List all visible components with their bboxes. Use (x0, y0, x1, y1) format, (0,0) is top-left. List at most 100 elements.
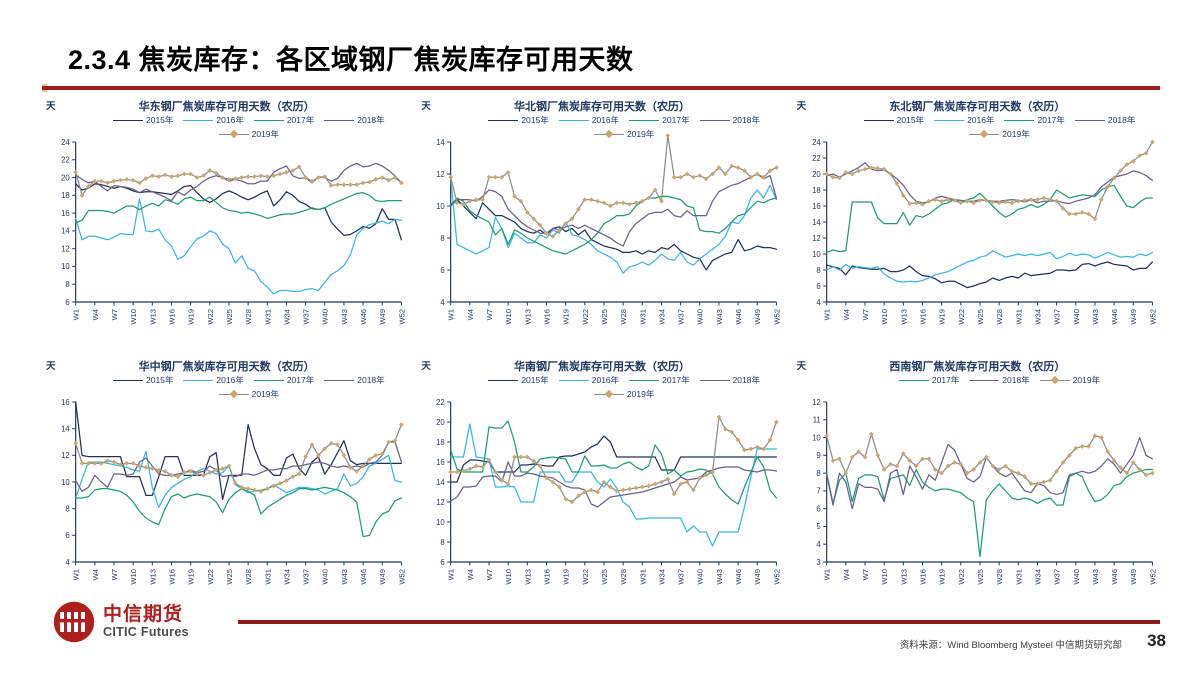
series-marker-2019 (309, 178, 315, 184)
y-tick-label: 8 (816, 469, 820, 478)
series-marker-2019 (697, 173, 703, 179)
legend-item-2019年[interactable]: 2019年 (1039, 374, 1100, 386)
y-tick-label: 10 (61, 262, 70, 271)
series-marker-2019 (672, 174, 677, 180)
legend-item-2018年[interactable]: 2018年 (969, 374, 1030, 386)
legend-item-2016年[interactable]: 2016年 (558, 114, 620, 126)
x-tick-label: W1 (72, 309, 81, 320)
series-marker-2019 (823, 433, 829, 439)
series-marker-2019 (201, 173, 206, 179)
series-marker-2019 (875, 452, 880, 458)
legend-item-2017年[interactable]: 2017年 (629, 374, 690, 386)
x-tick-label: W1 (822, 569, 831, 580)
x-tick-label: W28 (619, 309, 628, 325)
y-tick-label: 6 (441, 266, 445, 275)
x-tick-label: W52 (1148, 569, 1157, 585)
legend-item-2017年[interactable]: 2017年 (253, 374, 314, 386)
x-tick-label: W19 (187, 309, 196, 325)
x-tick-label: W10 (129, 569, 138, 585)
legend-item-2018年[interactable]: 2018年 (699, 114, 760, 126)
x-tick-label: W4 (466, 569, 475, 580)
x-tick-label: W34 (658, 309, 667, 325)
legend-item-2019年[interactable]: 2019年 (218, 128, 280, 140)
legend-item-2016年[interactable]: 2016年 (183, 114, 244, 126)
legend-item-2018年[interactable]: 2018年 (699, 374, 760, 386)
x-tick-label: W28 (244, 569, 253, 585)
chart-y-unit: 天 (421, 361, 431, 372)
x-tick-label: W25 (600, 569, 609, 585)
series-line-2017年 (75, 192, 403, 224)
series-marker-2019 (79, 192, 85, 198)
chart-y-unit: 天 (796, 361, 807, 372)
legend-swatch-icon (969, 376, 1000, 385)
chart-y-unit: 天 (46, 361, 56, 372)
y-tick-label: 12 (61, 244, 70, 253)
series-marker-2019 (646, 483, 652, 489)
y-tick-label: 9 (816, 451, 820, 460)
series-marker-2019 (569, 216, 575, 222)
series-marker-2019 (117, 462, 123, 468)
legend-item-2019年[interactable]: 2019年 (593, 128, 654, 140)
legend-swatch-icon (629, 116, 660, 125)
y-tick-label: 10 (436, 518, 445, 527)
legend-item-2015年[interactable]: 2015年 (863, 114, 924, 126)
y-tick-label: 14 (61, 424, 70, 433)
legend-item-2017年[interactable]: 2017年 (898, 374, 959, 386)
x-tick-label: W1 (72, 569, 81, 580)
series-marker-2019 (836, 456, 842, 462)
legend-item-2015年[interactable]: 2015年 (488, 374, 549, 386)
x-tick-label: W28 (244, 309, 253, 325)
legend-item-2019年[interactable]: 2019年 (593, 388, 654, 400)
x-tick-label: W31 (263, 309, 272, 325)
y-tick-label: 22 (61, 156, 70, 165)
legend-item-2019年[interactable]: 2019年 (969, 128, 1030, 140)
legend-swatch-icon (112, 376, 143, 385)
y-tick-label: 10 (812, 433, 821, 442)
series-marker-2019 (143, 176, 149, 181)
x-tick-label: W13 (899, 309, 908, 325)
legend-label: 2019年 (251, 129, 280, 139)
series-marker-2019 (938, 198, 944, 204)
x-tick-label: W28 (995, 309, 1004, 325)
series-marker-2019 (1041, 479, 1046, 485)
series-marker-2019 (181, 171, 187, 177)
y-tick-label: 18 (812, 186, 821, 195)
series-line-2019年 (825, 433, 1153, 485)
legend-item-2015年[interactable]: 2015年 (488, 114, 549, 126)
y-tick-label: 5 (816, 522, 820, 531)
y-tick-label: 16 (812, 202, 821, 211)
legend-item-2016年[interactable]: 2016年 (558, 374, 619, 386)
series-line-2017年 (450, 420, 778, 505)
series-marker-2019 (633, 485, 639, 491)
legend-item-2018年[interactable]: 2018年 (324, 114, 385, 126)
series-line-2016年 (75, 198, 403, 295)
legend-item-2017年[interactable]: 2017年 (253, 114, 314, 126)
y-tick-label: 18 (436, 438, 445, 447)
legend-item-2018年[interactable]: 2018年 (1074, 114, 1135, 126)
series-marker-2019 (303, 454, 308, 460)
footer-divider (238, 620, 1160, 624)
legend-item-2019年[interactable]: 2019年 (218, 388, 279, 400)
series-marker-2019 (1079, 209, 1085, 215)
chart-y-unit: 天 (421, 101, 431, 112)
series-marker-2019 (354, 182, 360, 188)
legend-item-2017年[interactable]: 2017年 (1004, 114, 1065, 126)
series-line-2015年 (450, 198, 778, 271)
legend-item-2016年[interactable]: 2016年 (934, 114, 994, 126)
y-tick-label: 8 (65, 504, 69, 513)
series-marker-2019 (188, 468, 194, 474)
legend-item-2017年[interactable]: 2017年 (629, 114, 690, 126)
legend-item-2015年[interactable]: 2015年 (112, 374, 173, 386)
legend-label: 2016年 (591, 115, 620, 125)
x-tick-label: W49 (754, 309, 763, 325)
legend-item-2015年[interactable]: 2015年 (112, 114, 173, 126)
legend-item-2018年[interactable]: 2018年 (324, 374, 385, 386)
series-line-2018年 (450, 461, 778, 508)
series-marker-2019 (977, 197, 983, 203)
series-marker-2019 (386, 439, 392, 445)
legend-item-2016年[interactable]: 2016年 (183, 374, 244, 386)
series-marker-2019 (830, 174, 836, 180)
series-marker-2019 (124, 460, 130, 466)
series-marker-2019 (220, 466, 225, 472)
x-tick-label: W34 (1033, 309, 1042, 325)
